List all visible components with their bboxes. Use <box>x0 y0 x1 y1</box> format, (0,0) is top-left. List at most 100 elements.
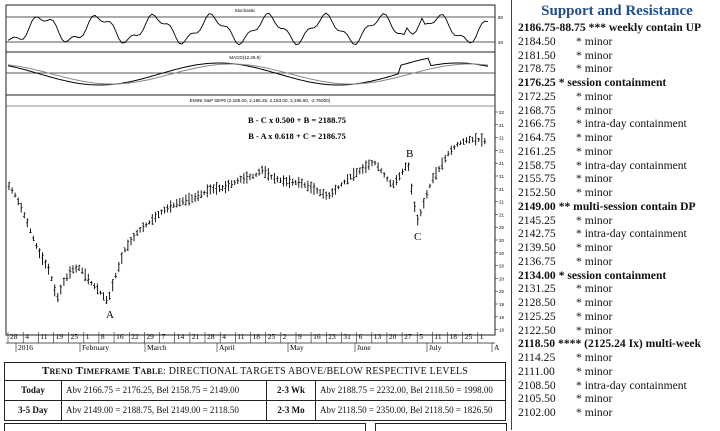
date-tick-label: 11 <box>40 332 47 341</box>
sr-level-note: * minor <box>576 48 613 62</box>
date-tick-label: 20 <box>389 332 397 341</box>
sr-level-row: 2128.50 * minor <box>514 296 720 310</box>
sr-level-row: 2178.75 * minor <box>514 62 720 76</box>
cut-off-section-right <box>375 423 507 431</box>
date-tick-label: 16 <box>313 332 321 341</box>
sr-level-row: 2161.25 * minor <box>514 145 720 159</box>
price-axis-label: 20 <box>499 289 505 294</box>
sr-level-row: 2122.50 * minor <box>514 324 720 338</box>
sr-level-row: 2102.00 * minor <box>514 406 720 420</box>
price-bars <box>7 133 487 304</box>
sr-level-row: 2134.00 * session containment <box>514 269 720 283</box>
sr-level-price: 2176.25 <box>518 76 556 89</box>
support-resistance-list: 2186.75-88.75 *** weekly contain UP 2184.5… <box>514 21 720 420</box>
date-tick-label: 25 <box>71 332 79 341</box>
cut-off-section-left <box>4 423 366 431</box>
stoch-tick-80: 80 <box>498 15 504 20</box>
price-axis-label: 21 <box>499 136 505 141</box>
trend-value: Abv 2188.75 = 2232.00, Bel 2118.50 = 199… <box>320 385 493 395</box>
price-axis-label: 20 <box>499 225 505 230</box>
date-tick-label: 5 <box>419 332 423 341</box>
macd-signal-line <box>7 63 489 85</box>
sr-level-price: 2131.25 <box>518 282 556 296</box>
sr-level-row: 2145.25 * minor <box>514 214 720 228</box>
price-axis-label: 20 <box>499 264 505 269</box>
sr-level-row: 2176.25 * session containment <box>514 76 720 90</box>
sr-level-note: * minor <box>576 241 613 254</box>
date-tick-label: 19 <box>56 332 64 341</box>
date-tick-label: 23 <box>328 332 336 341</box>
price-axis-label: 19 <box>499 302 505 307</box>
sr-level-row: 2111.00 * minor <box>514 365 720 379</box>
sr-level-row: 2164.75 * minor <box>514 131 720 145</box>
sr-level-price: 2111.00 <box>518 364 555 378</box>
sr-level-price: 2181.50 <box>518 48 556 62</box>
sr-level-note: * minor <box>576 282 613 296</box>
sr-level-row: 2105.50 * minor <box>514 392 720 406</box>
price-frame <box>5 94 496 336</box>
month-label: March <box>147 343 167 352</box>
sr-level-price: 2172.25 <box>518 89 556 103</box>
date-tick-label: 28 <box>207 332 215 341</box>
sr-level-price: 2142.75 <box>518 227 556 241</box>
sr-level-row: 2118.50 **** (2125.24 Ix) multi-week <box>514 337 720 351</box>
date-tick-label: 2 <box>283 332 287 341</box>
date-tick-label: 1 <box>86 332 90 341</box>
month-label: July <box>429 343 442 352</box>
date-tick-label: 8 <box>101 332 105 341</box>
date-tick-label: 4 <box>25 332 29 341</box>
month-label: April <box>219 343 235 352</box>
sr-level-row: 2152.50 * minor <box>514 186 720 200</box>
sr-level-row: 2158.75 * intra-day containment <box>514 159 720 173</box>
sr-level-row: 2184.50 * minor <box>514 35 720 49</box>
date-tick-label: 28 <box>10 332 18 341</box>
trend-table-title: Trend Timeframe Table: DIRECTIONAL TARGE… <box>5 363 505 381</box>
price-axis-label: 21 <box>499 187 505 192</box>
sr-level-row: 2168.75 * minor <box>514 104 720 118</box>
trend-value: Abv 2166.75 = 2176.25, Bel 2158.75 = 214… <box>62 381 267 400</box>
date-tick-label: 16 <box>116 332 124 341</box>
fib-annotation-2: B - A x 0.618 + C = 2186.75 <box>248 131 346 141</box>
date-tick-label: 4 <box>222 332 226 341</box>
sr-level-note: * minor <box>576 406 613 419</box>
sr-level-note: *** weekly contain UP <box>588 21 702 34</box>
stochastic-line <box>7 12 489 46</box>
sr-level-row: 2149.00 ** multi-session contain DP <box>514 200 720 214</box>
month-label: A <box>494 343 500 352</box>
sr-level-price: 2122.50 <box>518 323 556 337</box>
trend-row-3-5-day: 3-5 Day Abv 2149.00 = 2188.75, Bel 2149.… <box>5 401 505 420</box>
sr-level-price: 2105.50 <box>518 392 556 406</box>
month-label: June <box>357 343 371 352</box>
stoch-tick-20: 20 <box>498 40 504 45</box>
price-chart-panel: Stochastic 80 20 MACD(12,26,9) EMINI S&P… <box>4 4 507 431</box>
sr-level-row: 2125.25 * minor <box>514 310 720 324</box>
sr-level-price: 2166.75 <box>518 117 556 131</box>
date-tick-label: 1 <box>480 332 484 341</box>
sr-level-price: 2186.75-88.75 <box>518 21 586 34</box>
sr-level-row: 2155.75 * minor <box>514 172 720 186</box>
sr-level-price: 2108.50 <box>518 378 556 392</box>
sr-level-price: 2134.00 <box>518 268 556 282</box>
sr-level-price: 2114.25 <box>518 351 556 364</box>
sr-level-price: 2136.75 <box>518 254 556 268</box>
date-tick-label: 9 <box>298 332 302 341</box>
trend-table-title-rest: : DIRECTIONAL TARGETS ABOVE/BELOW RESPEC… <box>163 366 469 377</box>
sr-level-price: 2152.50 <box>518 186 556 199</box>
sr-level-note: * intra-day containment <box>576 227 687 241</box>
sr-level-note: * minor <box>576 323 613 337</box>
trend-table-title-bold: Trend Timeframe Table <box>41 365 164 377</box>
price-axis-label: 20 <box>499 251 505 256</box>
price-axis-label: 20 <box>499 276 505 281</box>
sr-level-row: 2186.75-88.75 *** weekly contain UP <box>514 21 720 35</box>
trend-timeframe-table: Trend Timeframe Table: DIRECTIONAL TARGE… <box>4 362 506 421</box>
sr-level-row: 2108.50 * intra-day containment <box>514 379 720 393</box>
sr-level-price: 2102.00 <box>518 406 556 419</box>
month-axis: 2016 February March April May June July A <box>15 343 500 352</box>
stochastic-title: Stochastic <box>235 8 257 13</box>
month-label: May <box>290 343 304 352</box>
sr-level-row: 2181.50 * minor <box>514 49 720 63</box>
date-tick-label: 22 <box>131 332 139 341</box>
sr-level-note: ** multi-session contain DP <box>558 199 696 213</box>
sr-level-price: 2125.25 <box>518 309 556 323</box>
sr-level-row: 2172.25 * minor <box>514 90 720 104</box>
